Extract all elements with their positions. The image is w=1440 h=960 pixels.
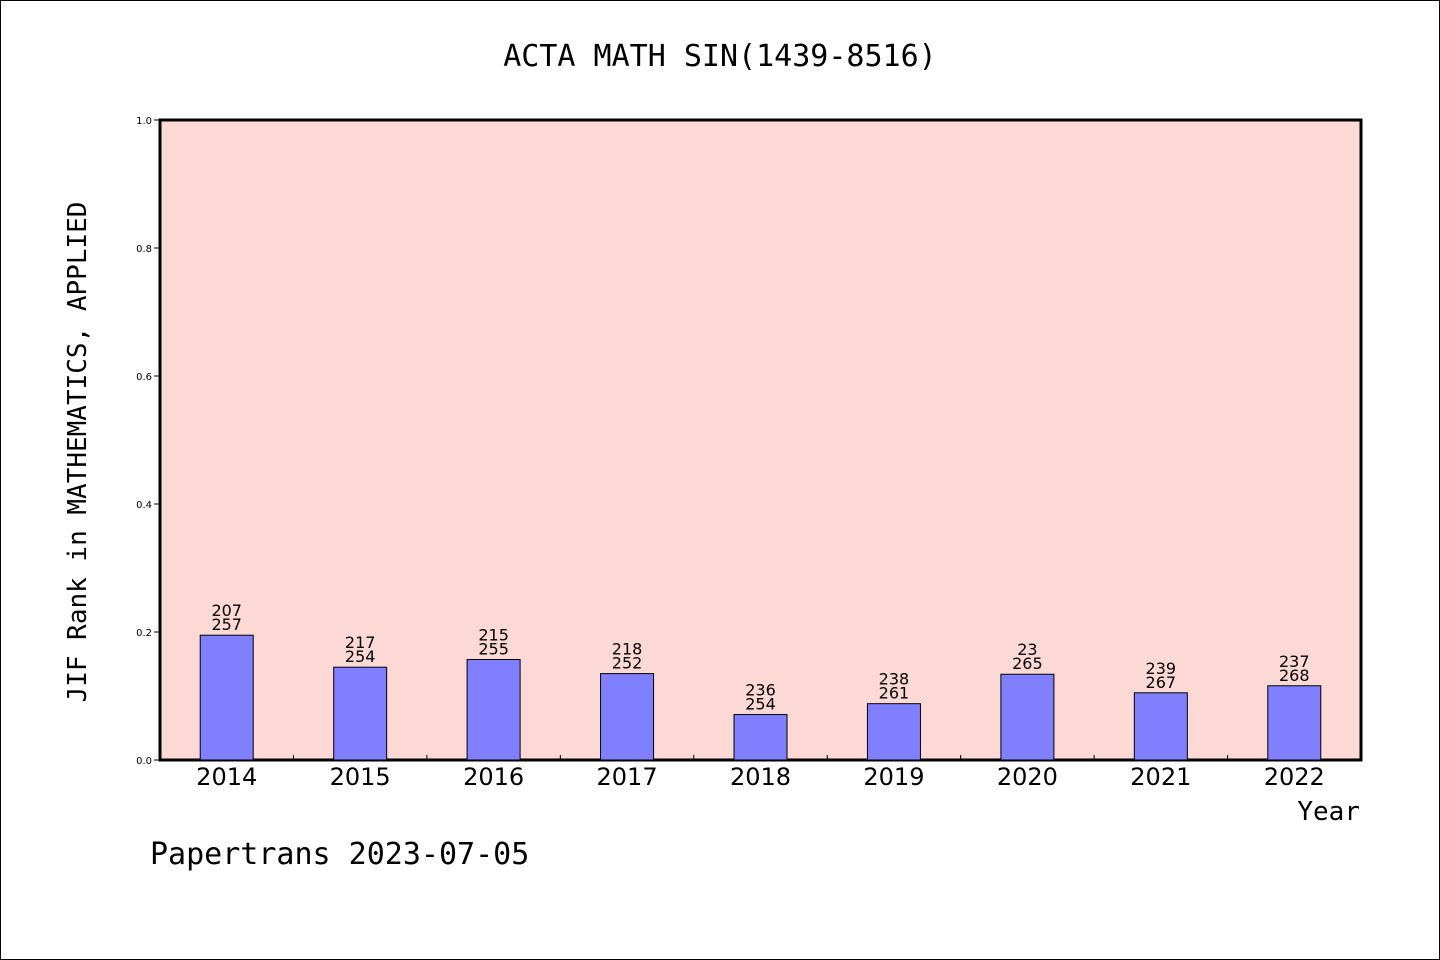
x-tick-label: 2022 [1264, 763, 1325, 791]
rank-label-lower: 265 [1012, 654, 1043, 673]
y-tick-label: 0.6 [136, 372, 152, 383]
x-tick-label: 2015 [330, 763, 391, 791]
rank-label-upper: 207 [211, 601, 242, 620]
rank-label-upper: 237 [1279, 652, 1310, 671]
rank-label-lower: 255 [478, 640, 509, 659]
chart-title: ACTA MATH SIN(1439-8516) [503, 39, 936, 74]
x-tick-label: 2018 [730, 763, 791, 791]
rank-label-upper: 218 [612, 640, 643, 659]
bar-2021 [1133, 692, 1188, 761]
x-tick-label: 2016 [463, 763, 524, 791]
rank-label-lower: 257 [211, 615, 242, 634]
bar-2022 [1267, 685, 1322, 761]
y-axis-label: JIF Rank in MATHEMATICS, APPLIED [63, 202, 93, 703]
bar-2014 [199, 634, 254, 761]
bar-2020 [1000, 673, 1055, 761]
bar-2015 [333, 666, 388, 761]
rank-label-lower: 252 [612, 654, 643, 673]
y-axis: 0.0 0.2 0.4 0.6 0.8 1.0 [136, 116, 160, 767]
bar-2018 [733, 714, 788, 761]
bar-2016 [466, 659, 521, 761]
plot-area [158, 118, 1363, 762]
x-tick-label: 2020 [997, 763, 1058, 791]
y-tick-label: 0.4 [136, 500, 152, 511]
y-tick-label: 0.2 [136, 628, 152, 639]
x-tick-label: 2021 [1130, 763, 1191, 791]
rank-label-upper: 239 [1146, 659, 1177, 678]
x-axis-label: Year [1297, 797, 1360, 827]
bars [199, 634, 1322, 761]
x-tick-label: 2014 [196, 763, 257, 791]
rank-label-lower: 254 [745, 695, 776, 714]
y-tick-label: 0.8 [136, 244, 152, 255]
rank-label-upper: 236 [745, 681, 776, 700]
rank-label-lower: 268 [1279, 666, 1310, 685]
rank-label-upper: 215 [478, 626, 509, 645]
rank-label-upper: 217 [345, 633, 376, 652]
y-tick-label: 0.0 [136, 756, 152, 767]
rank-label-lower: 254 [345, 647, 376, 666]
rank-label-lower: 261 [879, 684, 910, 703]
rank-label-upper: 238 [879, 670, 910, 689]
x-axis: 2014 2015 2016 2017 2018 2019 2020 2021 2022 [196, 755, 1325, 791]
rank-label-upper: 23 [1017, 640, 1037, 659]
y-tick-label: 1.0 [136, 116, 152, 127]
rank-label-lower: 267 [1146, 673, 1177, 692]
bar-2019 [866, 703, 921, 761]
x-tick-label: 2017 [597, 763, 658, 791]
bar-2017 [600, 673, 655, 761]
x-tick-label: 2019 [863, 763, 924, 791]
footer-credit: Papertrans 2023-07-05 [150, 837, 529, 872]
